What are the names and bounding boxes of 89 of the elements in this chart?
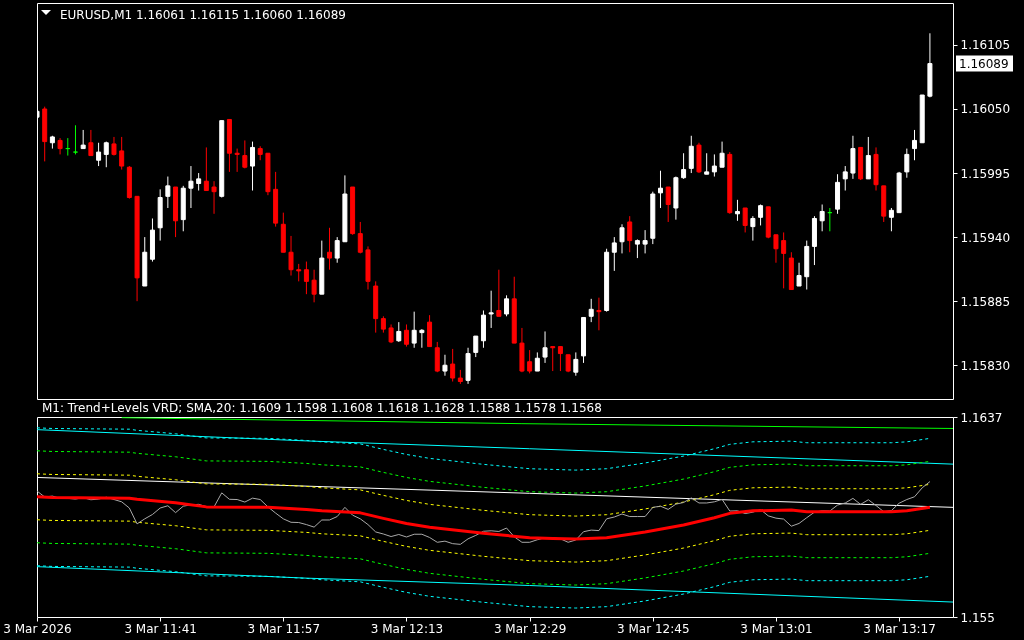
candlestick xyxy=(527,349,533,374)
candlestick xyxy=(742,207,748,233)
candlestick xyxy=(211,180,217,215)
candlestick xyxy=(165,176,171,209)
line-series xyxy=(37,473,931,517)
candlestick xyxy=(557,346,563,372)
candlestick xyxy=(688,135,694,174)
candlestick xyxy=(734,199,740,222)
candlestick xyxy=(634,238,640,259)
candlestick xyxy=(303,261,309,295)
candlestick xyxy=(434,341,440,373)
candlestick xyxy=(658,170,663,209)
x-tick-label: 3 Mar 12:45 xyxy=(617,621,690,636)
candlestick xyxy=(311,269,317,303)
y-tick-label: 1.15885 xyxy=(960,294,1011,309)
y-tick-label: 1.155 xyxy=(960,610,995,625)
chart-title: EURUSD,M1 1.16061 1.16115 1.16060 1.16089 xyxy=(60,8,346,22)
x-tick-label: 3 Mar 2026 xyxy=(3,621,72,636)
candlestick xyxy=(450,348,456,383)
candlestick xyxy=(188,165,194,209)
candlestick xyxy=(627,215,633,253)
line-series xyxy=(37,542,931,586)
x-tick-label: 3 Mar 12:29 xyxy=(493,621,567,636)
x-tick-label: 3 Mar 11:41 xyxy=(124,621,197,636)
candlestick xyxy=(904,148,910,179)
candlestick xyxy=(357,221,363,254)
chart-title: M1: Trend+Levels VRD; SMA,20: 1.1609 1.1598 1.1608 1.1618 1.1628 1.1588 1.1578 1.1568 xyxy=(42,401,602,415)
candlestick xyxy=(642,229,648,254)
candlestick xyxy=(912,129,918,161)
candlestick xyxy=(550,346,556,372)
y-tick-label: 1.15940 xyxy=(960,230,1011,245)
candlestick xyxy=(758,203,764,226)
candlestick xyxy=(103,141,109,168)
candlestick xyxy=(588,298,594,323)
candlestick xyxy=(619,223,625,254)
candlestick xyxy=(542,330,548,364)
y-tick-label: 1.1637 xyxy=(960,410,1003,425)
candlestick xyxy=(288,235,294,277)
candlestick xyxy=(111,136,117,157)
y-tick-label: 1.16050 xyxy=(960,102,1011,117)
candlestick xyxy=(719,141,725,168)
candlestick xyxy=(242,139,248,169)
text: 1.16089 xyxy=(959,56,1009,71)
candlestick xyxy=(611,236,617,272)
candlestick xyxy=(665,186,671,223)
candlestick xyxy=(796,262,802,287)
candlestick xyxy=(403,323,409,348)
candlestick xyxy=(681,152,687,180)
x-tick-label: 3 Mar 13:01 xyxy=(740,621,813,636)
candlestick xyxy=(488,290,494,329)
candlestick xyxy=(504,294,510,317)
x-tick-label: 3 Mar 12:13 xyxy=(370,621,444,636)
candlestick xyxy=(203,146,209,192)
y-tick-label: 1.16105 xyxy=(960,38,1011,53)
candlestick xyxy=(411,311,417,349)
candlestick xyxy=(473,335,479,358)
candlestick xyxy=(234,148,240,173)
candlestick xyxy=(711,153,717,178)
candlestick xyxy=(865,136,871,180)
line-series xyxy=(37,481,931,545)
candlestick xyxy=(596,297,602,331)
candlestick xyxy=(250,141,256,192)
candlestick xyxy=(334,236,340,264)
x-tick-label: 3 Mar 13:17 xyxy=(863,621,936,636)
candlestick xyxy=(819,203,825,232)
x-tick-label: 3 Mar 11:57 xyxy=(247,621,321,636)
candlestick xyxy=(888,207,894,232)
candlestick xyxy=(704,152,710,175)
candlestick xyxy=(842,165,848,192)
line-series xyxy=(37,495,932,541)
line-series xyxy=(37,519,931,563)
candlestick xyxy=(573,351,579,377)
candlestick xyxy=(327,227,332,271)
candlestick xyxy=(80,129,86,150)
y-tick-label: 1.15995 xyxy=(960,166,1011,181)
candlestick xyxy=(419,328,425,349)
candlestick xyxy=(534,351,540,372)
line-series xyxy=(37,450,931,494)
candlestick xyxy=(750,215,756,242)
y-tick-label: 1.15830 xyxy=(960,358,1011,373)
candlestick xyxy=(88,129,94,157)
candlestick xyxy=(442,354,448,377)
candlestick xyxy=(119,136,125,171)
candlestick xyxy=(773,234,779,264)
candlestick xyxy=(396,321,402,343)
candlestick xyxy=(496,269,502,317)
candlestick xyxy=(781,231,787,289)
candlestick xyxy=(72,124,78,155)
candlestick xyxy=(96,142,102,167)
